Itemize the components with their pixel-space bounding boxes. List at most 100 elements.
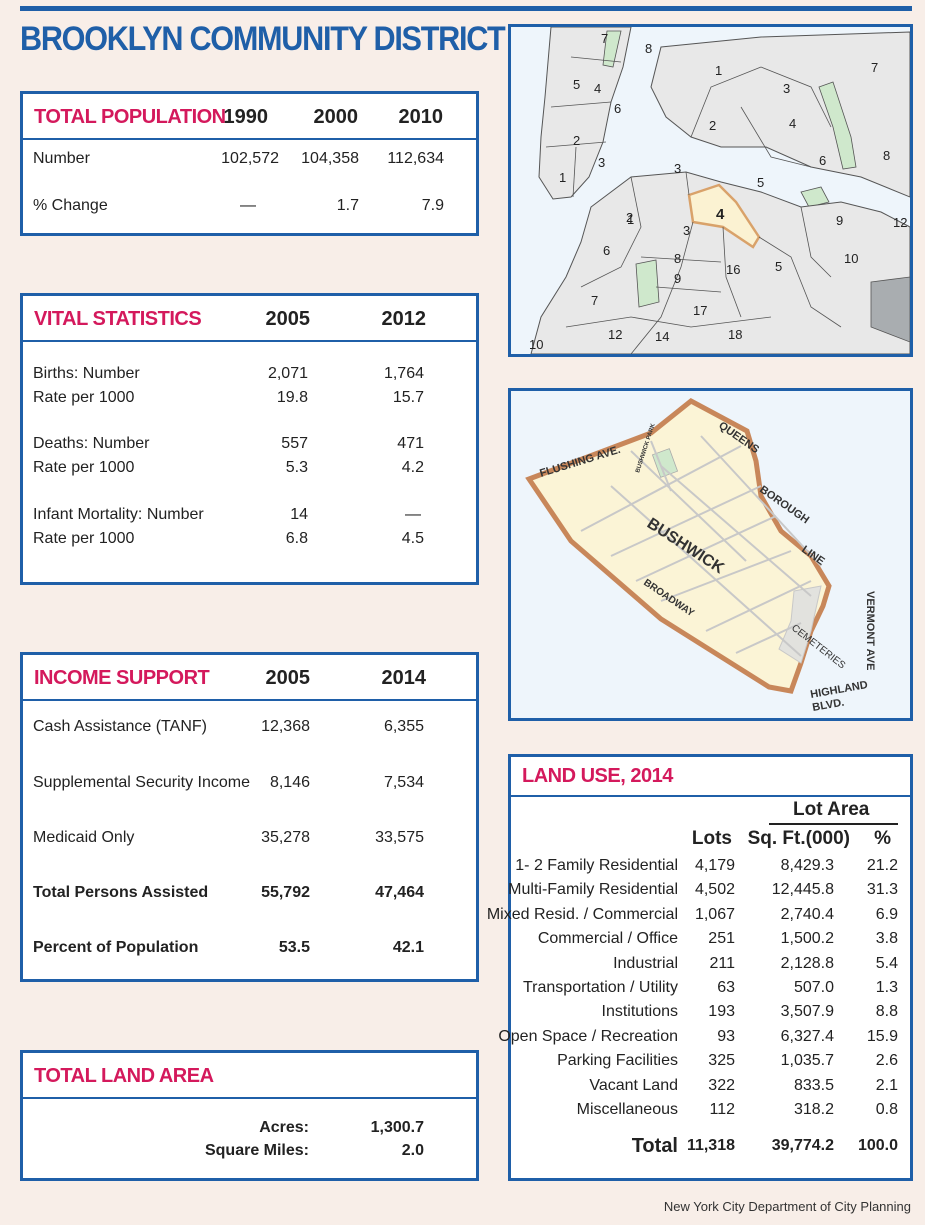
map-label: 3 bbox=[598, 155, 605, 170]
queens-shape bbox=[650, 31, 910, 198]
table-row: Total Persons Assisted 55,792 47,464 bbox=[23, 884, 476, 906]
map-label: 1 bbox=[715, 63, 722, 78]
year-1990: 1990 bbox=[223, 106, 269, 128]
table-row: % Change — 1.7 7.9 bbox=[23, 197, 476, 219]
map-label: 6 bbox=[819, 153, 826, 168]
year-2014: 2014 bbox=[381, 667, 427, 689]
cell-pct: 2.6 bbox=[875, 1052, 898, 1070]
cell-value: 104,358 bbox=[301, 150, 359, 167]
cell-value: 53.5 bbox=[278, 939, 310, 956]
map-label: 7 bbox=[871, 60, 878, 75]
cell-value: 5.3 bbox=[285, 459, 308, 476]
cell-lots: 63 bbox=[717, 979, 735, 996]
cell-sqft: 2,740.4 bbox=[780, 905, 834, 923]
table-row: Transportation / Utility 63 507.0 1.3 bbox=[511, 979, 910, 1001]
map-label: 8 bbox=[883, 148, 890, 163]
column-sqft: Sq. Ft.(000) bbox=[747, 828, 850, 849]
park-shape bbox=[818, 81, 857, 170]
manhattan-shape bbox=[538, 27, 632, 200]
income-support-panel: INCOME SUPPORT 2005 2014 Cash Assistance… bbox=[20, 652, 479, 982]
cell-pct: 0.8 bbox=[875, 1101, 898, 1118]
year-2005: 2005 bbox=[265, 308, 311, 330]
map-label: 4 bbox=[789, 116, 796, 131]
land-use-total-row: Total 11,318 39,774.2 100.0 bbox=[511, 1135, 910, 1163]
row-label: Number bbox=[33, 150, 90, 167]
cell-value: 6,355 bbox=[383, 718, 424, 735]
cell-value: 1,764 bbox=[383, 365, 424, 382]
cell-value: 42.1 bbox=[392, 939, 424, 956]
row-label: Supplemental Security Income bbox=[33, 774, 250, 791]
row-label: Rate per 1000 bbox=[33, 389, 135, 406]
column-pct: % bbox=[874, 828, 891, 849]
district-4-highlight bbox=[687, 183, 761, 249]
cell-label: Open Space / Recreation bbox=[498, 1027, 678, 1045]
row-label: Total Persons Assisted bbox=[33, 884, 209, 901]
cell-value: 35,278 bbox=[261, 829, 310, 846]
map-label: 5 bbox=[573, 77, 580, 92]
cell-value: 102,572 bbox=[221, 150, 279, 167]
map-label: 9 bbox=[836, 213, 843, 228]
cell-value: 8,146 bbox=[269, 774, 310, 791]
cell-lots: 322 bbox=[708, 1076, 735, 1094]
total-sqft: 39,774.2 bbox=[771, 1137, 834, 1154]
map-label: 5 bbox=[775, 259, 782, 274]
cell-pct: 8.8 bbox=[875, 1003, 898, 1021]
cell-label: Industrial bbox=[613, 954, 678, 972]
cell-sqft: 507.0 bbox=[793, 979, 834, 996]
cell-lots: 193 bbox=[708, 1003, 735, 1021]
table-row: Number 102,572 104,358 112,634 bbox=[23, 150, 476, 172]
cell-sqft: 1,500.2 bbox=[780, 930, 834, 948]
year-2012: 2012 bbox=[381, 308, 427, 330]
cell-value: 4.5 bbox=[401, 530, 424, 547]
cell-sqft: 3,507.9 bbox=[780, 1003, 834, 1021]
table-row: Miscellaneous 112 318.2 0.8 bbox=[511, 1101, 910, 1123]
cell-sqft: 12,445.8 bbox=[771, 881, 834, 899]
cell-value: 1.7 bbox=[336, 197, 359, 214]
table-row: Open Space / Recreation 93 6,327.4 15.9 bbox=[498, 1027, 910, 1050]
vermont-ave-label: VERMONT AVE bbox=[864, 591, 876, 670]
cell-value: 2,071 bbox=[267, 365, 308, 382]
cell-value: 471 bbox=[397, 435, 424, 452]
district-lines bbox=[545, 56, 842, 354]
vital-stats-panel: VITAL STATISTICS 2005 2012 Births: Numbe… bbox=[20, 293, 479, 585]
cell-lots: 325 bbox=[708, 1052, 735, 1070]
map-label: 8 bbox=[674, 251, 681, 266]
row-label: Medicaid Only bbox=[33, 829, 135, 846]
row-label: Deaths: Number bbox=[33, 435, 150, 452]
cell-value: 7,534 bbox=[383, 774, 424, 791]
table-row: Percent of Population 53.5 42.1 bbox=[23, 939, 476, 961]
map-label: 10 bbox=[844, 251, 858, 266]
row-label: % Change bbox=[33, 197, 108, 214]
population-header: TOTAL POPULATION 1990 2000 2010 bbox=[23, 94, 476, 140]
district-map-svg: FLUSHING AVE. BUSHWICK PARK QUEENS BOROU… bbox=[525, 398, 876, 714]
cell-label: Multi-Family Residential bbox=[508, 881, 678, 899]
brooklyn-shape bbox=[530, 171, 910, 354]
cell-pct: 3.8 bbox=[875, 930, 898, 948]
table-row: Rate per 1000 5.3 4.2 bbox=[23, 459, 476, 481]
map-label: 1 bbox=[627, 212, 634, 227]
map-label: 6 bbox=[614, 101, 621, 116]
cell-value: 7.9 bbox=[421, 197, 444, 214]
map-label: 3 bbox=[783, 81, 790, 96]
cell-sqft: 6,327.4 bbox=[780, 1027, 834, 1045]
bay-shape bbox=[870, 276, 910, 343]
map-label: 8 bbox=[645, 41, 652, 56]
cell-label: 1- 2 Family Residential bbox=[515, 857, 678, 874]
street-grid bbox=[580, 435, 822, 657]
map-label: 7 bbox=[591, 293, 598, 308]
borough-map: 7 8 4 5 6 1 3 7 2 3 2 4 8 1 3 1 5 6 2 3 … bbox=[508, 24, 913, 357]
map-label: 4 bbox=[594, 81, 601, 96]
map-label: 2 bbox=[626, 210, 633, 225]
map-label: 2 bbox=[709, 118, 716, 133]
cell-label: Transportation / Utility bbox=[522, 979, 678, 996]
cell-label: Commercial / Office bbox=[537, 930, 678, 948]
district-number-labels: 7 8 4 5 6 1 3 7 2 3 2 4 8 1 3 1 5 6 2 3 … bbox=[529, 31, 907, 352]
table-row: Cash Assistance (TANF) 12,368 6,355 bbox=[23, 718, 476, 740]
cell-value: 4.2 bbox=[401, 459, 424, 476]
total-label: Total bbox=[631, 1135, 678, 1157]
population-heading: TOTAL POPULATION bbox=[34, 106, 226, 128]
table-row: Vacant Land 322 833.5 2.1 bbox=[511, 1077, 910, 1099]
map-label: 7 bbox=[601, 31, 608, 46]
cell-value: 55,792 bbox=[261, 884, 310, 901]
park-shape bbox=[602, 30, 622, 68]
